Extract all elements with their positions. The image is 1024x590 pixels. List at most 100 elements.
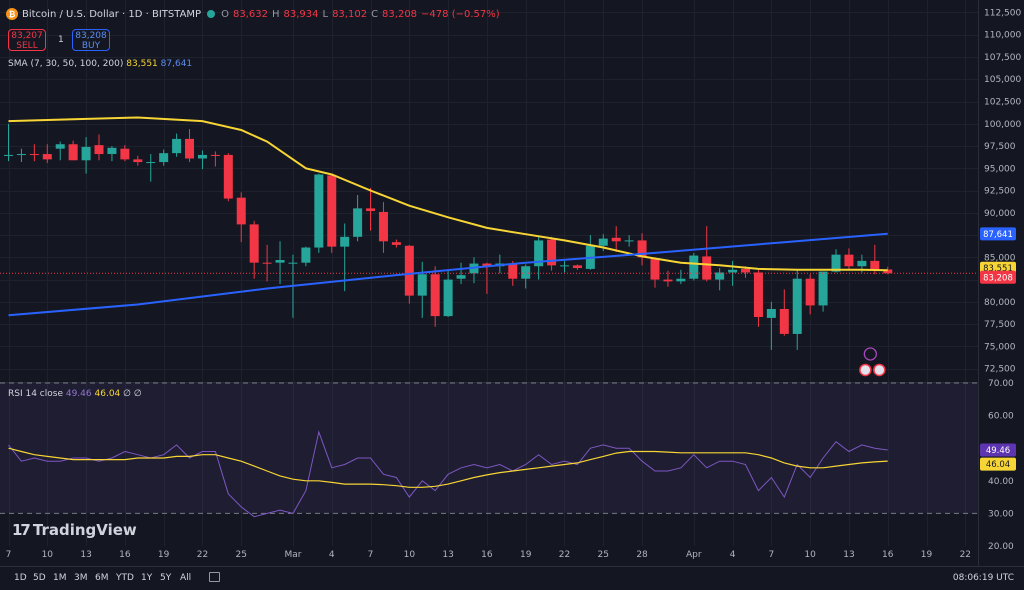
candle-body [94,145,104,155]
range-button-5d[interactable]: 5D [33,573,46,583]
candle-body [715,272,725,280]
candle-body [197,154,207,159]
rsi-legend-label: RSI 14 close [8,389,63,399]
time-tick-label: 10 [42,550,54,560]
sma-200-price-tag: 87,641 [980,227,1016,241]
candle-body [262,262,272,264]
rsi-legend-value-2: 46.04 [94,389,121,399]
range-button-6m[interactable]: 6M [95,573,109,583]
candle-body [521,266,531,279]
candle-body [805,278,815,306]
candle-body [456,275,466,279]
candle-body [55,144,65,149]
candle-body [288,262,298,264]
candle-body [663,279,673,282]
candle-body [676,278,686,282]
time-tick-label: 22 [559,550,570,560]
candle-body [68,144,78,161]
go-to-date-icon[interactable] [209,572,220,582]
candle-body [430,274,440,317]
time-tick-label: 7 [6,550,12,560]
candle-body [133,159,143,163]
time-tick-label: 10 [804,550,816,560]
sma-legend[interactable]: SMA (7, 30, 50, 100, 200) 83,551 87,641 [8,59,192,69]
price-tick-label: 110,000 [984,31,1021,41]
spread-value: 1 [58,35,64,45]
rsi-tick-label: 60.00 [988,412,1014,422]
rsi-tick-label: 20.00 [988,542,1014,552]
last-price-tag-bg [980,270,1016,284]
time-tick-label: 22 [197,550,208,560]
symbol-title[interactable]: Bitcoin / U.S. Dollar · 1D · BITSTAMP [22,8,202,20]
candle-body [120,148,130,160]
candle-body [443,279,453,317]
range-button-1m[interactable]: 1M [53,573,67,583]
range-button-1d[interactable]: 1D [14,573,27,583]
time-tick-label: 16 [481,550,493,560]
range-button-3m[interactable]: 3M [74,573,88,583]
tradingview-logo: 17 TradingView [12,521,137,539]
time-tick-label: 7 [769,550,775,560]
time-tick-label: 19 [520,550,532,560]
time-tick-label: 13 [442,550,453,560]
sma-50-line [8,116,888,272]
candle-body [417,274,427,296]
candle-body [741,268,751,273]
candle-body [779,308,789,334]
candle-body [146,162,156,164]
price-tick-label: 107,500 [984,53,1021,63]
time-tick-label: 4 [329,550,335,560]
rsi-ma-line [8,447,888,488]
sma-200-price-tag-bg [980,227,1016,241]
candle-body [637,240,647,258]
time-tick-label: 25 [598,550,609,560]
time-tick-label: 22 [960,550,971,560]
candle-body [753,272,763,317]
price-tick-label: 102,500 [984,98,1021,108]
candle-body [249,224,259,263]
candle-body [766,308,776,318]
candle-body [508,263,518,279]
sell-button[interactable]: 83,207 SELL [8,29,46,51]
low-value: 83,102 [332,8,368,20]
rsi-legend[interactable]: RSI 14 close 49.46 46.04 ∅ ∅ [8,389,142,399]
candle-body [391,242,401,245]
us-event-flag-icon [873,363,886,377]
bottom-toolbar: 1D 5D 1M 3M 6M YTD 1Y 5Y All 08:06:19 UT… [0,566,1024,590]
rsi-ma-value-tag: 46.04 [980,457,1016,471]
time-tick-label: 16 [119,550,131,560]
price-tick-label: 75,000 [984,342,1016,352]
candle-body [404,245,414,296]
rsi-tick-label: 40.00 [988,477,1014,487]
close-label: C [371,8,379,20]
high-value: 83,934 [283,8,319,20]
candle-body [366,208,376,212]
candle-body [702,256,712,280]
last-price-tag-text: 83,208 [983,273,1013,283]
time-tick-label: 19 [158,550,170,560]
range-button-ytd[interactable]: YTD [116,573,134,583]
candle-body [728,269,738,273]
sma-200-line [8,232,888,317]
candle-body [16,154,26,156]
range-button-5y[interactable]: 5Y [160,573,172,583]
candle-body [611,237,621,242]
candle-body [159,153,169,163]
range-button-all[interactable]: All [180,573,192,583]
candle-body [792,278,802,334]
candle-body [482,263,492,267]
candle-body [314,174,324,248]
rsi-tick-label: 30.00 [988,509,1014,519]
buy-label: BUY [81,41,101,51]
utc-clock[interactable]: 08:06:19 UTC [952,573,1014,583]
range-button-1y[interactable]: 1Y [141,573,153,583]
candle-body [844,254,854,267]
candle-body [378,211,388,242]
candle-body [340,236,350,247]
time-tick-label: 10 [404,550,416,560]
candle-body [831,254,841,272]
buy-button[interactable]: 83,208 BUY [72,29,110,51]
time-tick-label: 25 [236,550,247,560]
price-tick-label: 85,000 [984,253,1016,263]
